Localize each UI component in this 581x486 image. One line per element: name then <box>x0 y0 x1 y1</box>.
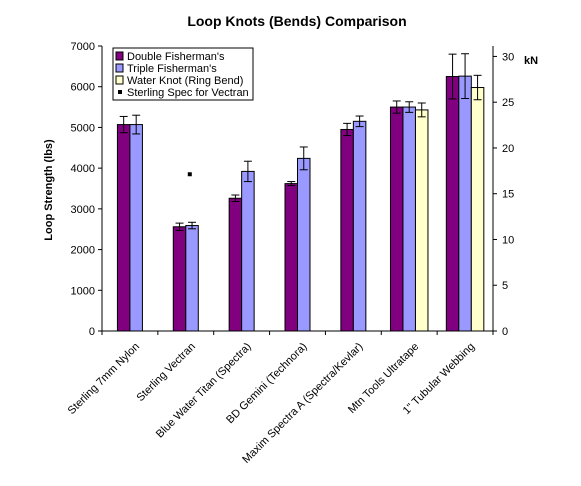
y2-tick-label: 30 <box>502 51 514 63</box>
bar-1-1 <box>116 124 131 332</box>
y-tick-label: 3000 <box>71 204 95 216</box>
bar-1-2 <box>172 226 187 332</box>
y2-tick-label: 15 <box>502 189 514 201</box>
error-bar-1-2 <box>175 222 184 231</box>
bar-2-7 <box>458 75 472 332</box>
x-tick-label: Maxim Spectra A (Spectra/Kevlar) <box>240 341 365 466</box>
bar-2-6 <box>402 106 416 332</box>
bar-1-3 <box>228 197 243 332</box>
error-bar-2-5 <box>355 115 364 128</box>
error-bar-2-6 <box>405 101 414 113</box>
bar-1-4 <box>284 183 298 332</box>
error-bar-1-5 <box>343 122 352 137</box>
error-bar-2-3 <box>243 160 252 183</box>
chart-title: Loop Knots (Bends) Comparison <box>187 13 406 29</box>
bar-2-3 <box>241 170 255 332</box>
y2-tick-label: 0 <box>502 326 508 338</box>
bar-1-5 <box>340 128 354 332</box>
legend-frame <box>112 47 254 101</box>
bar-2-4 <box>297 157 311 332</box>
error-bar-1-6 <box>392 100 401 114</box>
y2-axis-label: kN <box>524 55 538 67</box>
error-bar-3-7 <box>473 74 482 101</box>
y2-tick-label: 10 <box>502 234 514 246</box>
legend-label: Water Knot (Ring Bend) <box>127 75 243 87</box>
y-tick-label: 2000 <box>71 245 95 257</box>
legend-marker <box>118 90 122 94</box>
error-bar-1-4 <box>287 181 296 187</box>
legend-label: Triple Fisherman's <box>127 63 217 75</box>
legend-swatch <box>115 75 124 85</box>
y2-tick-label: 5 <box>502 280 508 292</box>
legend-label: Sterling Spec for Vectran <box>127 87 249 99</box>
y2-tick-label: 25 <box>502 97 514 109</box>
error-bar-1-3 <box>231 194 240 203</box>
bar-3-7 <box>470 87 485 332</box>
y-axis-label: Loop Strength (lbs) <box>43 139 55 241</box>
bar-1-6 <box>389 106 404 332</box>
y-tick-label: 1000 <box>71 285 95 297</box>
bar-1-7 <box>445 76 460 332</box>
error-bar-3-6 <box>417 102 426 118</box>
x-tick-label: Sterling Vectran <box>135 341 198 404</box>
error-bar-2-4 <box>299 146 308 171</box>
bar-2-2 <box>185 225 199 332</box>
y-tick-label: 0 <box>89 326 95 338</box>
y-tick-label: 5000 <box>71 122 95 134</box>
bar-2-5 <box>352 120 367 332</box>
error-bar-1-7 <box>448 53 457 100</box>
bar-3-6 <box>414 109 429 332</box>
x-tick-label: Blue Water Titan (Spectra) <box>154 341 254 441</box>
legend-swatch <box>115 51 124 61</box>
legend-swatch <box>115 63 124 73</box>
y-tick-label: 7000 <box>71 41 95 53</box>
error-bar-2-7 <box>461 53 470 100</box>
error-bar-2-1 <box>132 114 141 135</box>
y-tick-label: 6000 <box>71 82 95 94</box>
y-tick-label: 4000 <box>71 163 95 175</box>
x-tick-label: Sterling 7mm Nylon <box>66 341 142 417</box>
error-bar-1-1 <box>119 115 128 134</box>
spec-marker-1 <box>187 172 192 177</box>
legend-label: Double Fisherman's <box>127 51 225 63</box>
error-bar-2-2 <box>188 221 197 230</box>
bar-2-1 <box>129 124 143 332</box>
y2-tick-label: 20 <box>502 143 514 155</box>
